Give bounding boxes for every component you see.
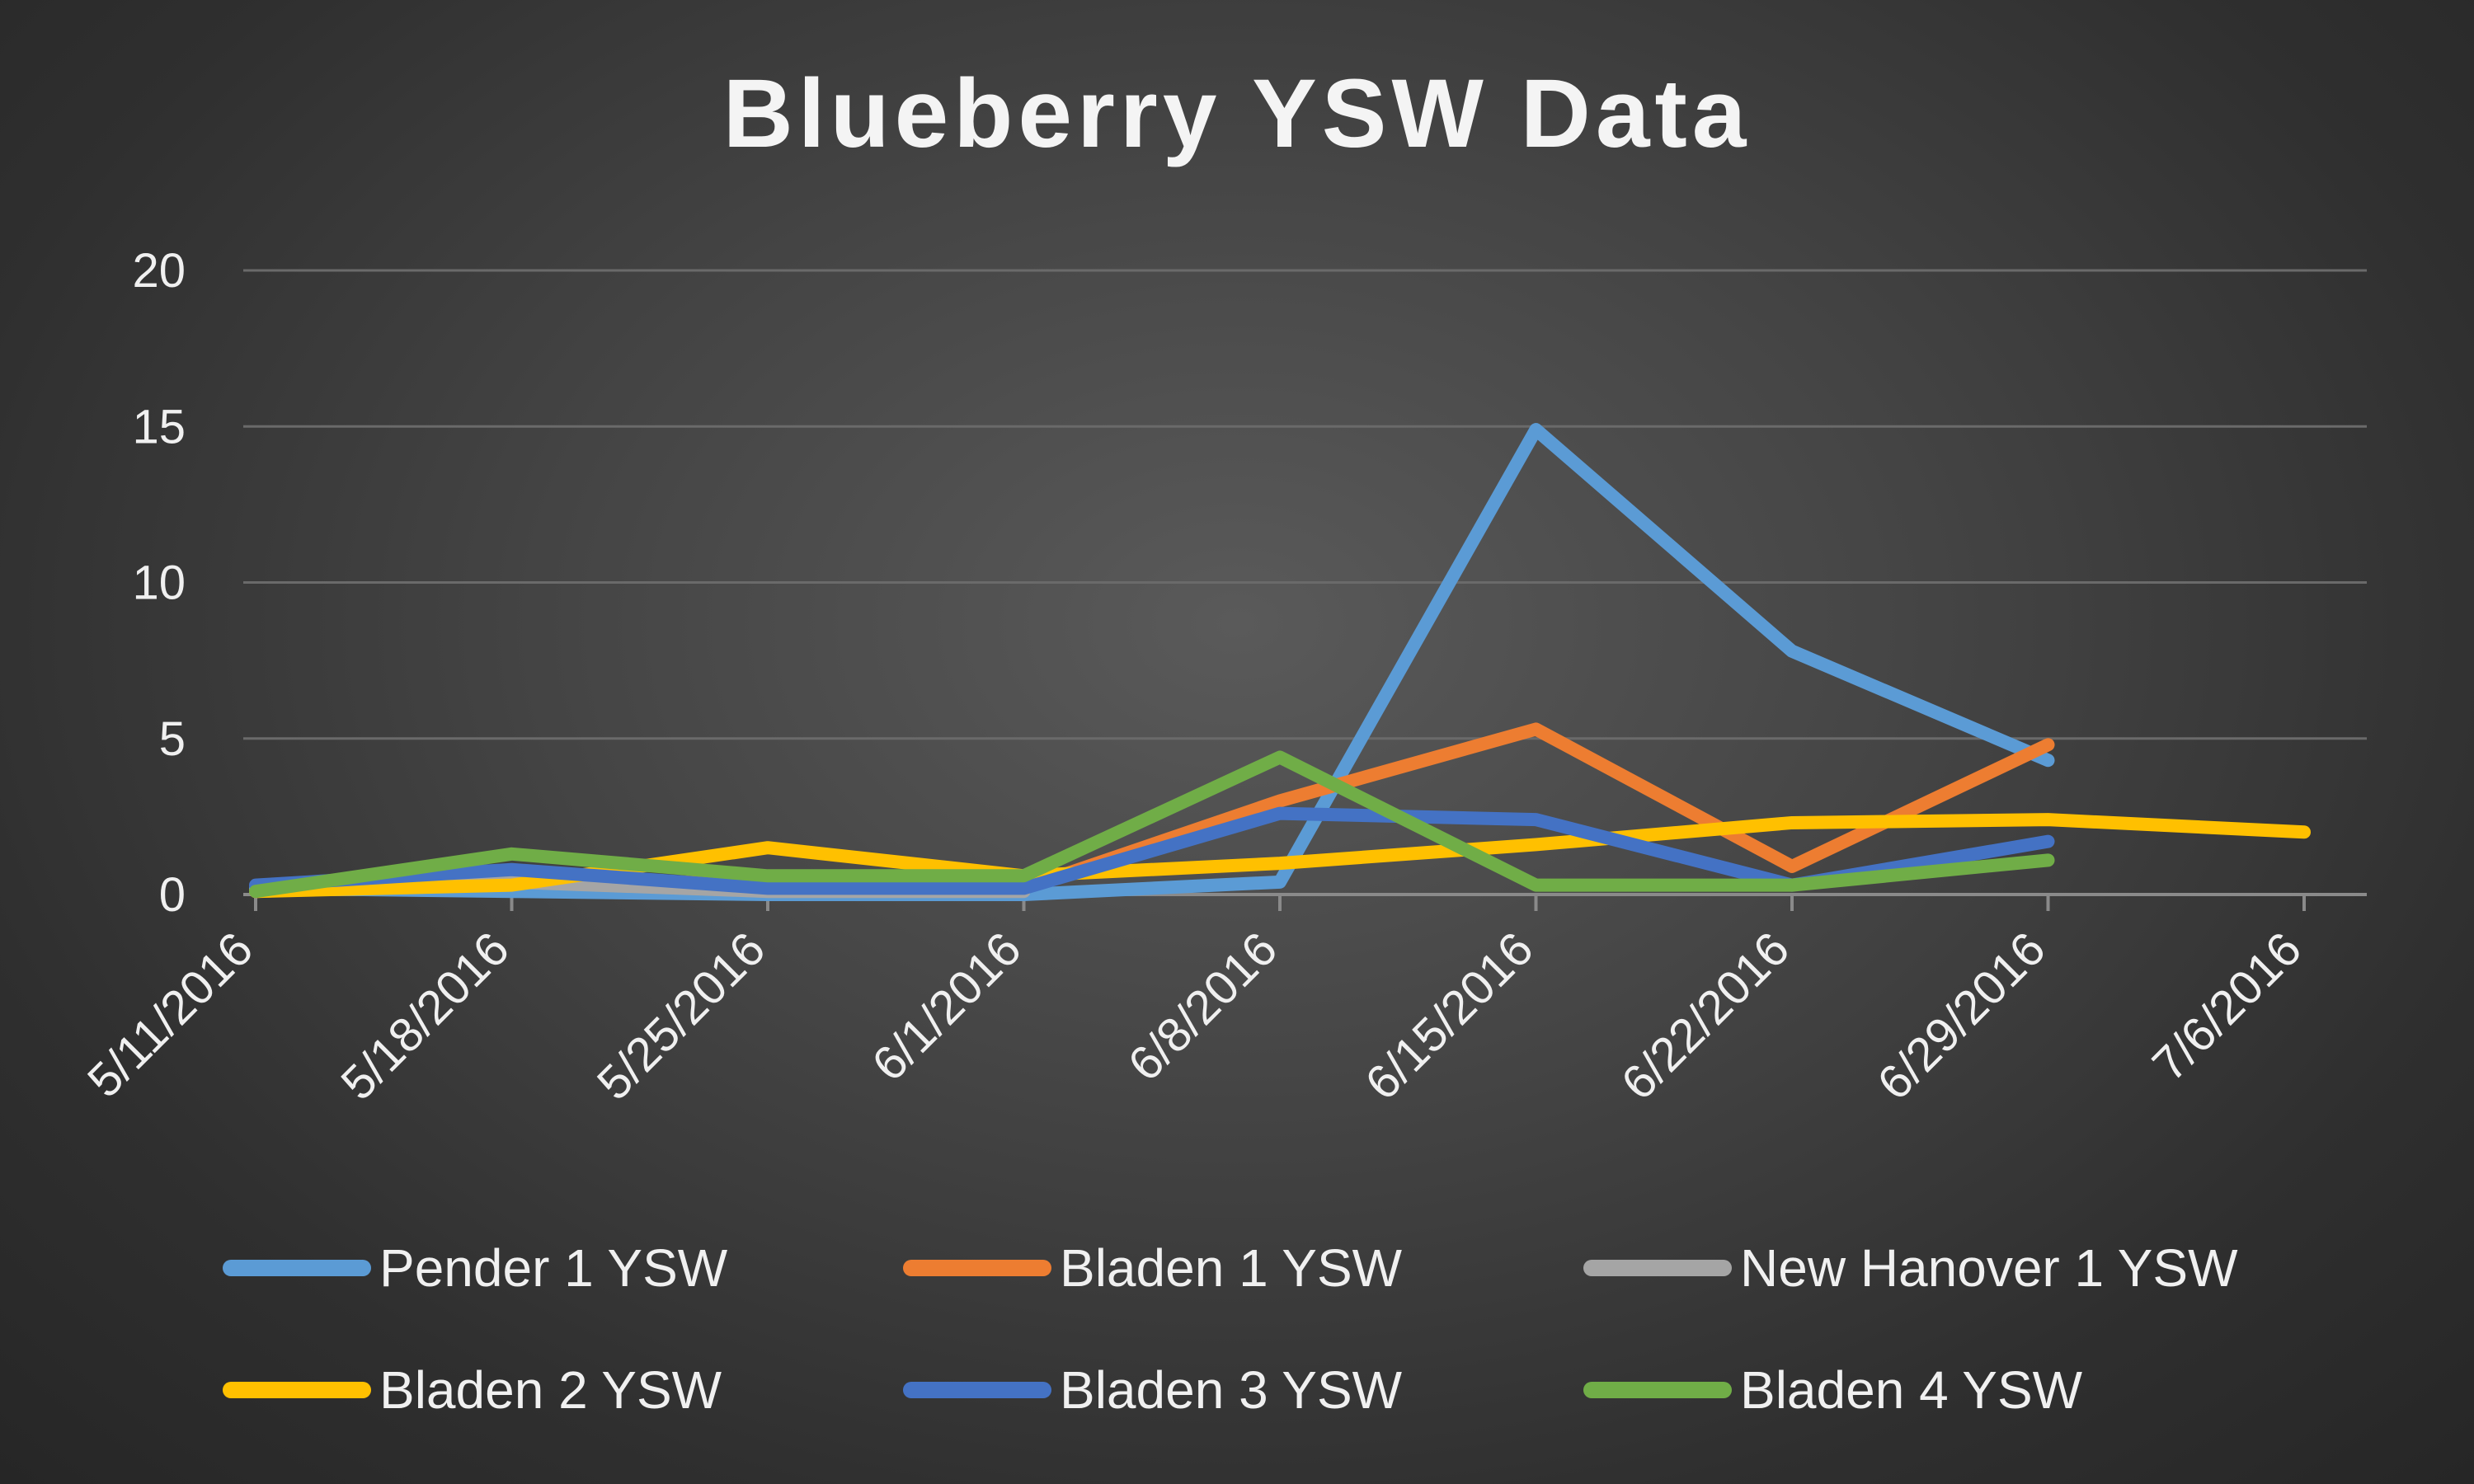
x-tick-label: 7/6/2016 — [2142, 922, 2312, 1092]
x-axis: 5/11/2016 5/18/2016 5/25/2016 6/1/2016 6/8/2… — [78, 895, 2312, 1111]
x-tick-label: 6/8/2016 — [1118, 922, 1288, 1092]
x-tick-label: 6/29/2016 — [1867, 922, 2055, 1110]
legend-label: Bladen 1 YSW — [1060, 1238, 1403, 1298]
series-line-pender-1-ysw — [249, 423, 2055, 901]
legend-swatch — [223, 1260, 371, 1276]
x-tick-label: 6/22/2016 — [1611, 922, 1799, 1110]
y-tick-label: 10 — [132, 556, 186, 610]
legend-swatch — [1583, 1260, 1732, 1276]
legend-item: Pender 1 YSW — [223, 1228, 903, 1308]
legend-item: Bladen 1 YSW — [903, 1228, 1583, 1308]
x-tick-label: 6/15/2016 — [1355, 922, 1543, 1110]
x-tick-label: 5/25/2016 — [587, 922, 775, 1110]
y-tick-label: 20 — [132, 244, 186, 298]
series-line-bladen-3-ysw — [249, 806, 2055, 895]
legend-item: Bladen 3 YSW — [903, 1350, 1583, 1430]
x-tick-label: 5/18/2016 — [331, 922, 519, 1110]
legend-swatch — [903, 1260, 1051, 1276]
legend-swatch — [903, 1382, 1051, 1398]
legend-label: Bladen 4 YSW — [1740, 1360, 2083, 1420]
y-tick-label: 0 — [159, 868, 186, 922]
legend-label: New Hanover 1 YSW — [1740, 1238, 2238, 1298]
legend-swatch — [223, 1382, 371, 1398]
legend-swatch — [1583, 1382, 1732, 1398]
legend: Pender 1 YSW Bladen 1 YSW New Hanover 1 YS… — [223, 1228, 2334, 1430]
series-line-bladen-4-ysw — [249, 750, 2055, 899]
y-tick-label: 5 — [159, 712, 186, 766]
legend-label: Pender 1 YSW — [379, 1238, 728, 1298]
x-tick-label: 6/1/2016 — [862, 922, 1032, 1092]
legend-label: Bladen 3 YSW — [1060, 1360, 1403, 1420]
y-tick-label: 15 — [132, 400, 186, 453]
series-layer — [249, 423, 2311, 901]
legend-item: Bladen 2 YSW — [223, 1350, 903, 1430]
x-tick-label: 5/11/2016 — [78, 922, 263, 1107]
legend-item: Bladen 4 YSW — [1583, 1350, 2334, 1430]
chart-title: Blueberry YSW Data — [722, 59, 1752, 168]
legend-item: New Hanover 1 YSW — [1583, 1228, 2334, 1308]
legend-label: Bladen 2 YSW — [379, 1360, 722, 1420]
y-axis: 0 5 10 15 20 — [132, 244, 186, 922]
grid-layer — [243, 269, 2367, 896]
